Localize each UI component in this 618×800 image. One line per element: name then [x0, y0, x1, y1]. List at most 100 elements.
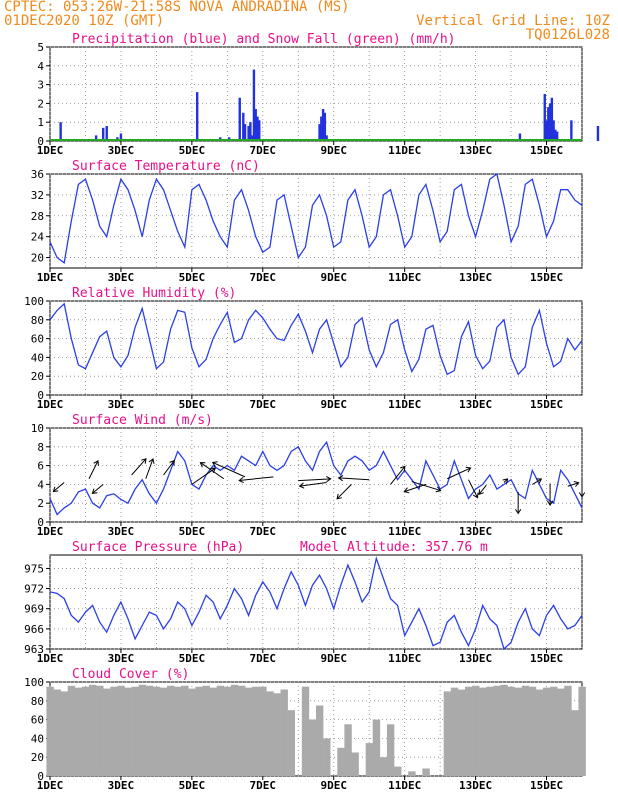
cloud-bar [372, 719, 381, 776]
pressure-ytick-label: 966 [24, 623, 44, 636]
wind-panel [46, 427, 583, 526]
cloud-bar [564, 685, 572, 776]
precip-bar [548, 103, 552, 141]
vertical-grid-note: Vertical Grid Line: 10Z [416, 13, 610, 29]
precip-bar [323, 112, 327, 141]
temp-ytick-label: 20 [31, 252, 44, 265]
cloud-bar [528, 686, 537, 776]
precip-bar [250, 135, 254, 141]
wind-arrow-head [546, 500, 554, 507]
precip-ytick-label: 3 [37, 79, 44, 92]
rh-ytick-label: 20 [31, 370, 44, 383]
cloud-ytick-label: 80 [31, 695, 44, 708]
wind-arrow-shaft [239, 476, 274, 481]
temp-frame [49, 173, 583, 269]
wind-arrow-head [298, 482, 305, 489]
precip-xtick-label: 3DEC [108, 144, 135, 157]
precip-frame [49, 46, 583, 142]
wind-arrow-head [211, 461, 218, 467]
wind-xtick-label: 3DEC [108, 525, 135, 538]
chart-header: CPTEC: 053:26W-21:58S NOVA ANDRADINA (MS… [0, 0, 618, 46]
wind-xtick-label: 9DEC [320, 525, 347, 538]
precip-bar [249, 122, 252, 141]
wind-arrow-head [536, 478, 543, 484]
model-code: TQ0126L028 [525, 27, 610, 43]
temp-title: Surface Temperature (nC) [72, 159, 260, 174]
wind-series-line [49, 440, 583, 516]
cloud-bar [145, 685, 154, 776]
precip-bar [105, 125, 108, 141]
precip-xtick-label: 9DEC [320, 144, 347, 157]
precip-ytick-label: 5 [37, 41, 44, 54]
cloud-xtick-label: 5DEC [179, 779, 206, 792]
pressure-title: Surface Pressure (hPa) [72, 540, 244, 555]
rh-xtick-label: 13DEC [459, 398, 492, 411]
precip-bar [555, 131, 559, 141]
precip-bar [570, 120, 573, 141]
cloud-xtick-label: 3DEC [108, 779, 135, 792]
cloud-bar [323, 738, 331, 776]
precip-ytick-label: 1 [37, 116, 44, 129]
cloud-bar [67, 685, 76, 776]
cloud-bar [216, 685, 225, 776]
pressure-ytick-label: 972 [24, 583, 44, 596]
wind-xtick-label: 7DEC [250, 525, 277, 538]
wind-arrow-shaft [532, 478, 542, 485]
cloud-bar [535, 689, 544, 776]
cloud-xtick-label: 9DEC [320, 779, 347, 792]
cloud-ytick-label: 60 [31, 714, 44, 727]
wind-arrow-head [238, 477, 244, 484]
pressure-ytick-label: 963 [24, 643, 44, 656]
wind-arrow-head [199, 462, 206, 468]
wind-arrow-head [326, 475, 332, 483]
rh-ytick-label: 100 [24, 295, 44, 308]
wind-arrow-head [502, 478, 509, 484]
precip-bar [552, 120, 555, 141]
cloud-bar [557, 688, 565, 776]
cloud-bar [89, 684, 97, 776]
wind-arrow-shaft [338, 477, 370, 481]
precip-xtick-label: 1DEC [37, 144, 64, 157]
precip-bar [550, 97, 554, 141]
cloud-ytick-label: 40 [31, 732, 44, 745]
temp-series-line [49, 172, 583, 264]
cloud-bar [386, 724, 395, 776]
wind-arrow-shaft [212, 462, 246, 478]
cloud-bar [507, 686, 515, 776]
cloud-bar [379, 757, 388, 776]
cloud-bar [81, 686, 90, 776]
precip-bar [543, 94, 546, 141]
wind-arrow-shaft [92, 484, 104, 494]
wind-arrow-head [141, 458, 147, 464]
wind-arrow-head [472, 492, 479, 499]
wind-arrow-shaft [390, 466, 406, 485]
precip-bar [518, 133, 522, 141]
cloud-bar [521, 685, 530, 776]
cloud-bar [195, 686, 203, 776]
rh-xtick-label: 3DEC [108, 398, 135, 411]
cloud-panel [46, 681, 586, 780]
wind-arrow-shaft [478, 485, 487, 495]
temp-xtick-label: 11DEC [388, 271, 421, 284]
precip-bar [318, 124, 321, 141]
rh-xtick-label: 1DEC [37, 398, 64, 411]
cloud-bar [74, 687, 83, 776]
pressure-xtick-label: 11DEC [388, 652, 421, 665]
wind-arrow-head [210, 467, 217, 473]
precip-title: Precipitation (blue) and Snow Fall (gree… [72, 32, 456, 47]
temp-xtick-label: 9DEC [320, 271, 347, 284]
cloud-bar [110, 686, 118, 776]
precip-xtick-label: 13DEC [459, 144, 492, 157]
pressure-xtick-label: 5DEC [179, 652, 206, 665]
wind-ytick-label: 0 [37, 516, 44, 529]
precip-bar [545, 120, 548, 141]
wind-arrow-shaft [131, 458, 147, 476]
cloud-bar [550, 686, 558, 776]
wind-xtick-label: 1DEC [37, 525, 64, 538]
wind-arrow-shaft [447, 467, 471, 480]
wind-arrow-shaft [191, 467, 216, 485]
wind-arrow-head [578, 492, 586, 498]
wind-arrow-head [52, 486, 59, 493]
rh-xtick-label: 7DEC [250, 398, 277, 411]
precip-bar [238, 97, 241, 141]
